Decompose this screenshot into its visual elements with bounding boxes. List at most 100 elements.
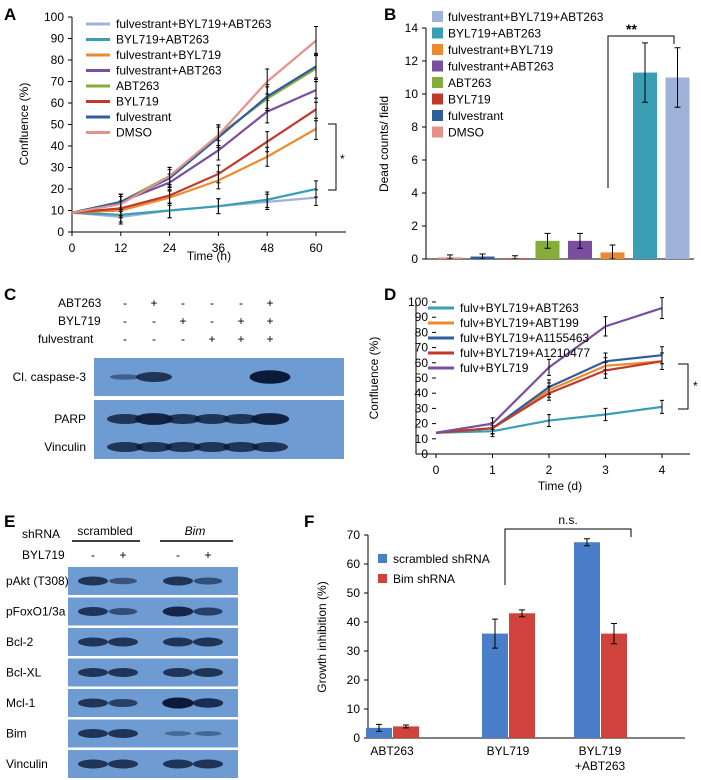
bar-0-2 [574, 542, 600, 738]
panel-b-significance-bracket [607, 35, 675, 188]
x-tick-label: 24 [163, 241, 177, 255]
error-bar [547, 385, 551, 401]
error-bar [118, 195, 123, 213]
blot-band [193, 577, 223, 585]
treatment-mark: - [181, 332, 185, 346]
panel-e-shrna-label: shRNA [22, 527, 60, 541]
blot-band [193, 607, 223, 616]
error-bar [603, 316, 608, 337]
bar-4 [535, 240, 560, 259]
legend-swatch-1 [378, 574, 387, 583]
panel-d-significance-star: * [693, 379, 698, 393]
legend-label-0: fulv+BYL719+ABT263 [460, 301, 579, 315]
panel-e-group-bim: Bim [185, 524, 206, 538]
legend-label-3: fulv+BYL719+A1210477 [460, 346, 590, 360]
legend-label-4: ABT263 [116, 79, 160, 93]
legend-label-7: DMSO [116, 126, 152, 140]
y-tick-label: 50 [347, 586, 361, 600]
x-category-label-3: +ABT263 [575, 759, 626, 773]
error-bar [603, 361, 608, 379]
y-tick-label: 8 [411, 120, 418, 134]
blot-band [249, 370, 291, 384]
treatment-mark: + [266, 296, 273, 310]
y-tick-label: 100 [44, 10, 64, 24]
error-bar [660, 399, 664, 414]
treatment-label: ABT263 [58, 296, 102, 310]
blot-band [163, 668, 193, 677]
panel-a-x-label: Time (h) [187, 249, 231, 263]
legend-swatch-0 [432, 11, 443, 22]
error-bar [609, 244, 616, 260]
x-category-label-1: BYL719 [487, 744, 530, 758]
x-tick-label: 12 [114, 241, 128, 255]
legend-label-7: DMSO [448, 126, 484, 140]
blot-band [78, 698, 108, 708]
series-line-5 [71, 108, 317, 214]
y-tick-label: 10 [51, 204, 65, 218]
y-tick-label: 0 [421, 447, 428, 461]
series-line-2 [71, 127, 317, 214]
blot-band [194, 442, 230, 452]
blot-band [194, 414, 230, 424]
error-bar [314, 26, 318, 56]
legend-label-3: fulvestrant+ABT263 [116, 64, 222, 78]
x-tick-label: 48 [261, 241, 275, 255]
blot-band [78, 607, 108, 616]
legend-label-5: BYL719 [448, 93, 491, 107]
x-tick-label: 1 [489, 463, 496, 477]
legend-swatch-1 [432, 27, 443, 39]
panel-d-x-label: Time (d) [538, 479, 582, 493]
panel-b-significance-stars: ** [626, 21, 637, 37]
blot-band [78, 729, 108, 738]
panel-b-bar-chart: B Dead counts/ field 0 2 4 6 8 10 12 14 fulvestr… [377, 5, 694, 266]
blot-band [223, 414, 259, 424]
panel-b-letter: B [384, 5, 396, 24]
bar-0 [665, 77, 690, 259]
blot-band [134, 413, 174, 425]
treatment-mark: - [181, 296, 185, 310]
error-bar [265, 68, 270, 95]
error-bar [403, 724, 409, 729]
x-tick-label: 2 [546, 463, 553, 477]
y-tick-label: 2 [411, 219, 418, 233]
error-bar [642, 42, 648, 103]
blot-band [110, 374, 140, 380]
bar-1-1 [509, 613, 535, 738]
blot-band [163, 637, 193, 647]
band-label: Bcl-XL [6, 666, 42, 680]
y-tick-label: 20 [51, 182, 65, 196]
series-line-7 [71, 39, 317, 214]
blot-band [108, 759, 138, 769]
error-bar [314, 180, 318, 198]
band-label: PARP [54, 412, 86, 426]
legend-label-0: scrambled shRNA [393, 552, 490, 566]
x-tick-label: 0 [69, 241, 76, 255]
series-line-6 [71, 65, 317, 214]
blot-band [108, 608, 138, 615]
legend-label-4: ABT263 [448, 76, 492, 90]
y-tick-label: 30 [51, 161, 65, 175]
y-tick-label: 80 [415, 325, 429, 339]
error-bar [660, 352, 664, 371]
x-tick-label: 3 [602, 463, 609, 477]
legend-label-2: fulvestrant+BYL719 [116, 48, 221, 62]
y-tick-label: 50 [415, 371, 429, 385]
legend-label-1: BYL719+ABT263 [116, 33, 209, 47]
blot-band [108, 637, 138, 647]
error-bar [519, 609, 525, 618]
band-label: Bim [6, 727, 27, 741]
series-line-1 [71, 187, 317, 216]
bar-0-0 [366, 727, 392, 738]
treatment-mark: + [208, 332, 215, 346]
y-tick-label: 40 [51, 139, 65, 153]
y-tick-label: 40 [347, 615, 361, 629]
x-tick-label: 36 [212, 241, 226, 255]
band-label: Vinculin [6, 757, 48, 771]
panel-e-treatment-label: BYL719 [22, 548, 65, 562]
blot-band [250, 413, 290, 425]
error-bar [479, 253, 486, 260]
legend-swatch-7 [432, 126, 443, 138]
panel-a-significance-bracket [328, 123, 337, 191]
y-tick-label: 10 [347, 702, 361, 716]
error-bar [603, 407, 608, 422]
